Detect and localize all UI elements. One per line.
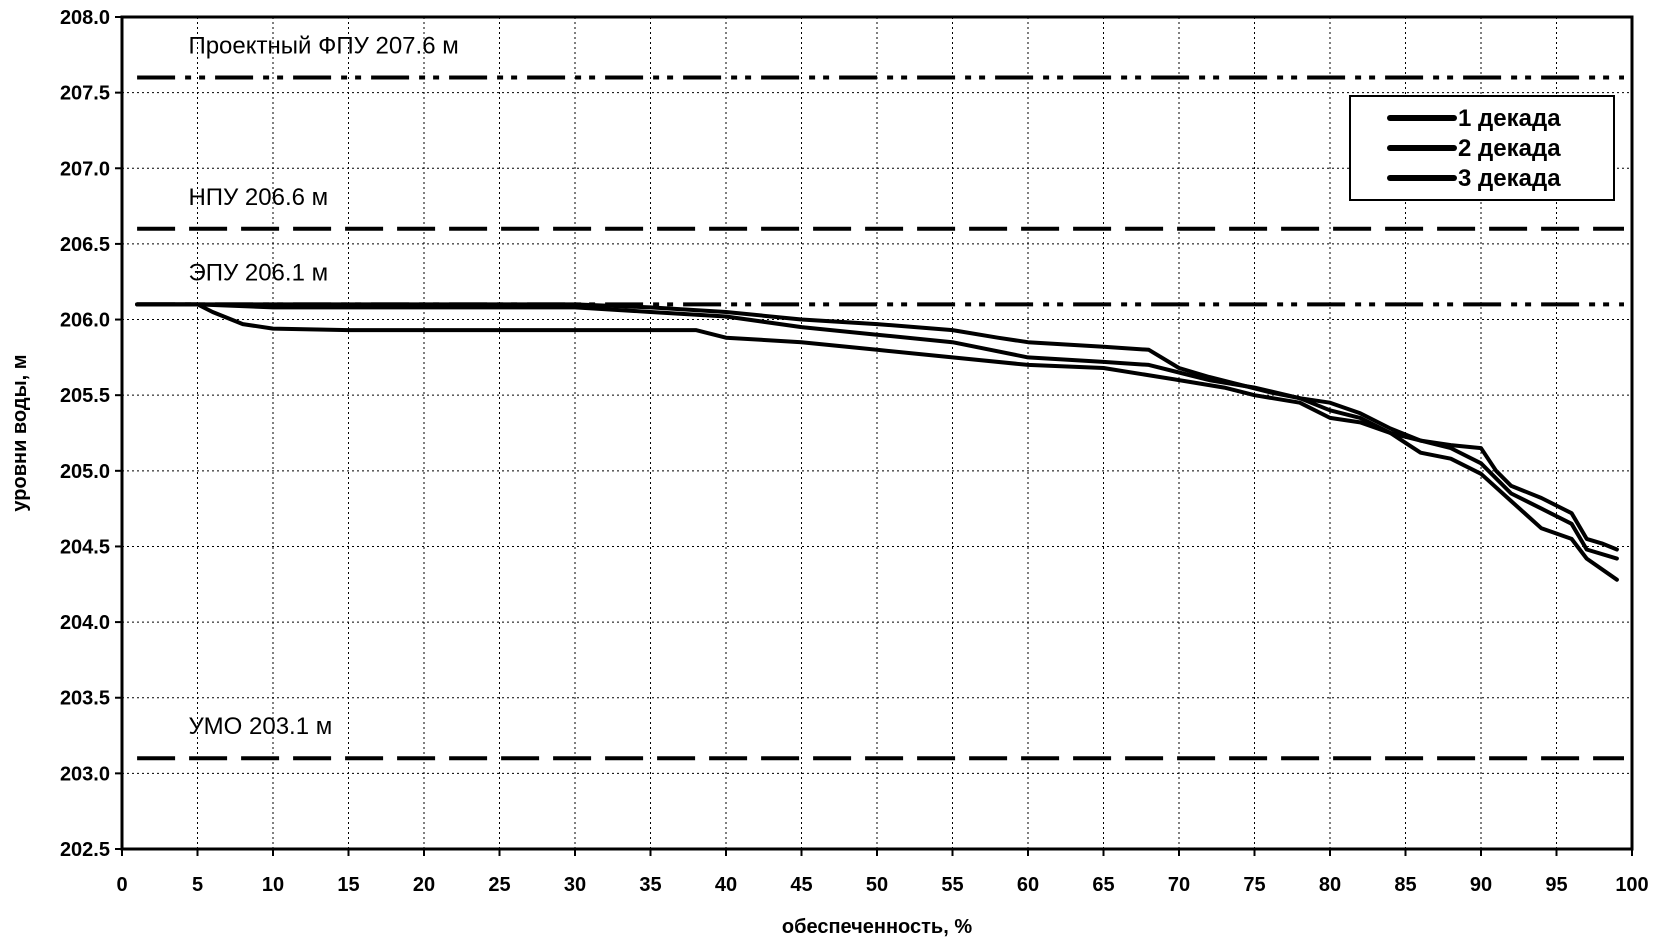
x-tick-label: 60 <box>1017 874 1039 896</box>
series-lines <box>135 302 1619 582</box>
x-axis-ticks: 0 5 10 15 20 25 30 35 40 45 50 55 60 65 70 75 80 85 90 95 10… <box>116 849 1649 896</box>
x-tick-label: 45 <box>790 874 812 896</box>
reference-line-label: НПУ 206.6 м <box>188 184 328 211</box>
legend-label: 1 декада <box>1458 105 1561 132</box>
x-tick-label: 15 <box>337 874 359 896</box>
y-tick-label: 202.5 <box>60 839 110 861</box>
x-tick-label: 10 <box>262 874 284 896</box>
y-tick-label: 203.0 <box>60 763 110 785</box>
y-tick-label: 206.5 <box>60 234 110 256</box>
x-tick-label: 55 <box>941 874 963 896</box>
x-tick-label: 0 <box>116 874 127 896</box>
x-tick-label: 100 <box>1615 874 1648 896</box>
x-tick-label: 35 <box>639 874 661 896</box>
reference-line-label: ЭПУ 206.1 м <box>188 259 328 286</box>
x-tick-label: 75 <box>1243 874 1265 896</box>
reference-lines: Проектный ФПУ 207.6 м НПУ 206.6 м ЭПУ 206.… <box>137 33 1624 761</box>
x-tick-label: 90 <box>1470 874 1492 896</box>
legend-label: 2 декада <box>1458 135 1561 162</box>
x-tick-label: 20 <box>413 874 435 896</box>
x-tick-label: 30 <box>564 874 586 896</box>
x-tick-label: 5 <box>192 874 203 896</box>
y-tick-label: 206.0 <box>60 310 110 332</box>
legend: 1 декада 2 декада 3 декада <box>1349 95 1615 201</box>
y-axis-ticks: 202.5 203.0 203.5 204.0 204.5 205.0 205.5 206.0… <box>60 7 122 861</box>
legend-label: 3 декада <box>1458 165 1561 192</box>
x-tick-label: 85 <box>1394 874 1416 896</box>
x-axis-title: обеспеченность, % <box>782 916 972 938</box>
x-tick-label: 40 <box>715 874 737 896</box>
y-tick-label: 208.0 <box>60 7 110 29</box>
y-tick-label: 204.5 <box>60 536 110 558</box>
x-tick-label: 65 <box>1092 874 1114 896</box>
series-line <box>135 302 1619 582</box>
reference-line-label: Проектный ФПУ 207.6 м <box>188 33 458 60</box>
y-tick-label: 204.0 <box>60 612 110 634</box>
y-tick-label: 205.5 <box>60 385 110 407</box>
y-tick-label: 203.5 <box>60 688 110 710</box>
y-axis-title: уровни воды, м <box>9 354 31 511</box>
x-tick-label: 80 <box>1319 874 1341 896</box>
reference-line-label: УМО 203.1 м <box>188 713 332 740</box>
x-tick-label: 70 <box>1168 874 1190 896</box>
x-tick-label: 95 <box>1545 874 1567 896</box>
y-tick-label: 207.5 <box>60 83 110 105</box>
x-tick-label: 50 <box>866 874 888 896</box>
y-tick-label: 205.0 <box>60 461 110 483</box>
y-tick-label: 207.0 <box>60 158 110 180</box>
series-line <box>135 302 1619 561</box>
x-tick-label: 25 <box>488 874 510 896</box>
